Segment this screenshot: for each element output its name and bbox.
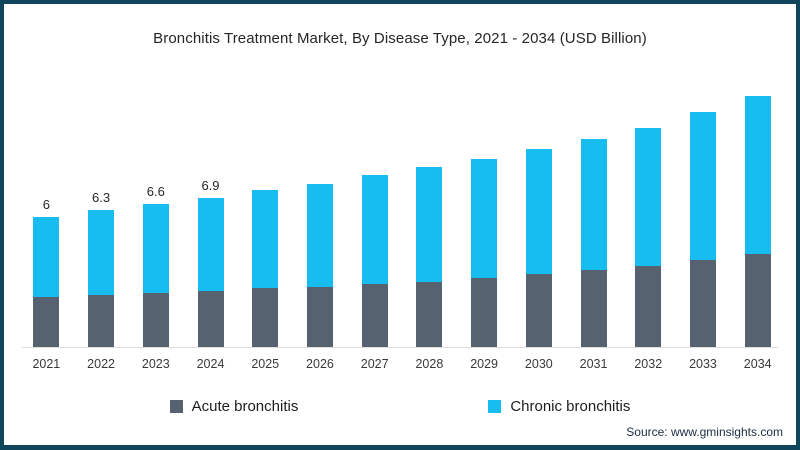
legend-label-acute: Acute bronchitis xyxy=(191,398,299,415)
bar-segment-chronic-2023 xyxy=(142,204,169,293)
x-axis-label-2023: 2023 xyxy=(141,357,170,371)
x-axis-label-2034: 2034 xyxy=(743,357,772,371)
bar-segment-chronic-2030 xyxy=(525,149,552,274)
bar-segment-chronic-2022 xyxy=(88,210,115,295)
bar-segment-acute-2028 xyxy=(416,282,443,347)
x-axis-label-2025: 2025 xyxy=(251,357,280,371)
x-axis-label-2024: 2024 xyxy=(196,357,225,371)
bar-column-2023: 6.6 xyxy=(128,184,183,347)
bar-value-label-2022: 6.3 xyxy=(92,190,111,205)
bar-segment-chronic-2031 xyxy=(580,139,607,270)
x-axis-line xyxy=(22,347,778,348)
x-axis-label-2022: 2022 xyxy=(87,357,115,371)
bar-column-2033 xyxy=(676,92,731,347)
bar-column-2029 xyxy=(457,139,512,347)
bar-segment-chronic-2021 xyxy=(33,217,60,297)
bar-segment-acute-2032 xyxy=(635,266,662,347)
x-axis-label-2030: 2030 xyxy=(524,357,553,371)
bar-column-2028 xyxy=(402,147,457,347)
source-attribution: Source: www.gminsights.com xyxy=(626,425,783,439)
bar-column-2032 xyxy=(621,108,676,347)
bar-column-2034 xyxy=(730,76,785,347)
bar-column-2022: 6.3 xyxy=(74,190,129,347)
bar-segment-chronic-2025 xyxy=(252,190,279,288)
x-axis-label-2033: 2033 xyxy=(689,357,717,371)
bar-value-label-2023: 6.6 xyxy=(146,184,165,199)
x-axis-label-2026: 2026 xyxy=(306,357,334,371)
x-axis-label-2029: 2029 xyxy=(470,357,499,371)
bars: 6 6.3 6.6 6.9 xyxy=(19,76,785,347)
x-axis-labels: 2021 2022 2023 2024 2025 2026 2027 2028 2029 2030… xyxy=(19,357,785,371)
bar-segment-acute-2024 xyxy=(197,291,224,347)
x-axis-label-2027: 2027 xyxy=(360,357,389,371)
bar-segment-chronic-2024 xyxy=(197,198,224,291)
bar-segment-acute-2033 xyxy=(689,260,716,347)
bar-segment-acute-2027 xyxy=(361,284,388,347)
bar-segment-acute-2029 xyxy=(471,278,498,347)
bar-value-label-2024: 6.9 xyxy=(201,178,220,193)
bar-segment-acute-2025 xyxy=(252,288,279,347)
bar-segment-acute-2021 xyxy=(33,297,60,347)
bar-column-2024: 6.9 xyxy=(183,178,238,347)
bar-segment-chronic-2029 xyxy=(471,159,498,278)
legend-swatch-chronic xyxy=(488,400,502,413)
bar-column-2031 xyxy=(566,119,621,347)
bar-segment-acute-2031 xyxy=(580,270,607,347)
x-axis-label-2032: 2032 xyxy=(634,357,663,371)
bar-segment-acute-2030 xyxy=(525,274,552,347)
bar-segment-chronic-2028 xyxy=(416,167,443,282)
legend: Acute bronchitis Chronic bronchitis xyxy=(4,398,796,415)
x-axis-label-2021: 2021 xyxy=(32,357,61,371)
chart-title: Bronchitis Treatment Market, By Disease … xyxy=(153,30,647,47)
bar-column-2025 xyxy=(238,170,293,347)
legend-label-chronic: Chronic bronchitis xyxy=(510,398,631,415)
x-axis-label-2031: 2031 xyxy=(579,357,608,371)
bar-column-2026 xyxy=(293,164,348,347)
bar-segment-chronic-2033 xyxy=(689,112,716,260)
legend-item-acute: Acute bronchitis xyxy=(169,398,299,415)
legend-swatch-acute xyxy=(169,400,183,413)
bar-segment-acute-2026 xyxy=(306,287,333,347)
bar-segment-chronic-2034 xyxy=(744,96,771,254)
bar-segment-chronic-2027 xyxy=(361,175,388,284)
bar-column-2030 xyxy=(511,129,566,347)
bar-segment-acute-2023 xyxy=(142,293,169,347)
bar-segment-acute-2034 xyxy=(744,254,771,347)
bar-segment-chronic-2032 xyxy=(635,128,662,266)
bar-value-label-2021: 6 xyxy=(42,197,50,212)
bar-segment-acute-2022 xyxy=(88,295,115,347)
bar-column-2021: 6 xyxy=(19,197,74,347)
bar-column-2027 xyxy=(347,155,402,347)
legend-item-chronic: Chronic bronchitis xyxy=(488,398,630,415)
bar-segment-chronic-2026 xyxy=(306,184,333,287)
x-axis-label-2028: 2028 xyxy=(415,357,444,371)
